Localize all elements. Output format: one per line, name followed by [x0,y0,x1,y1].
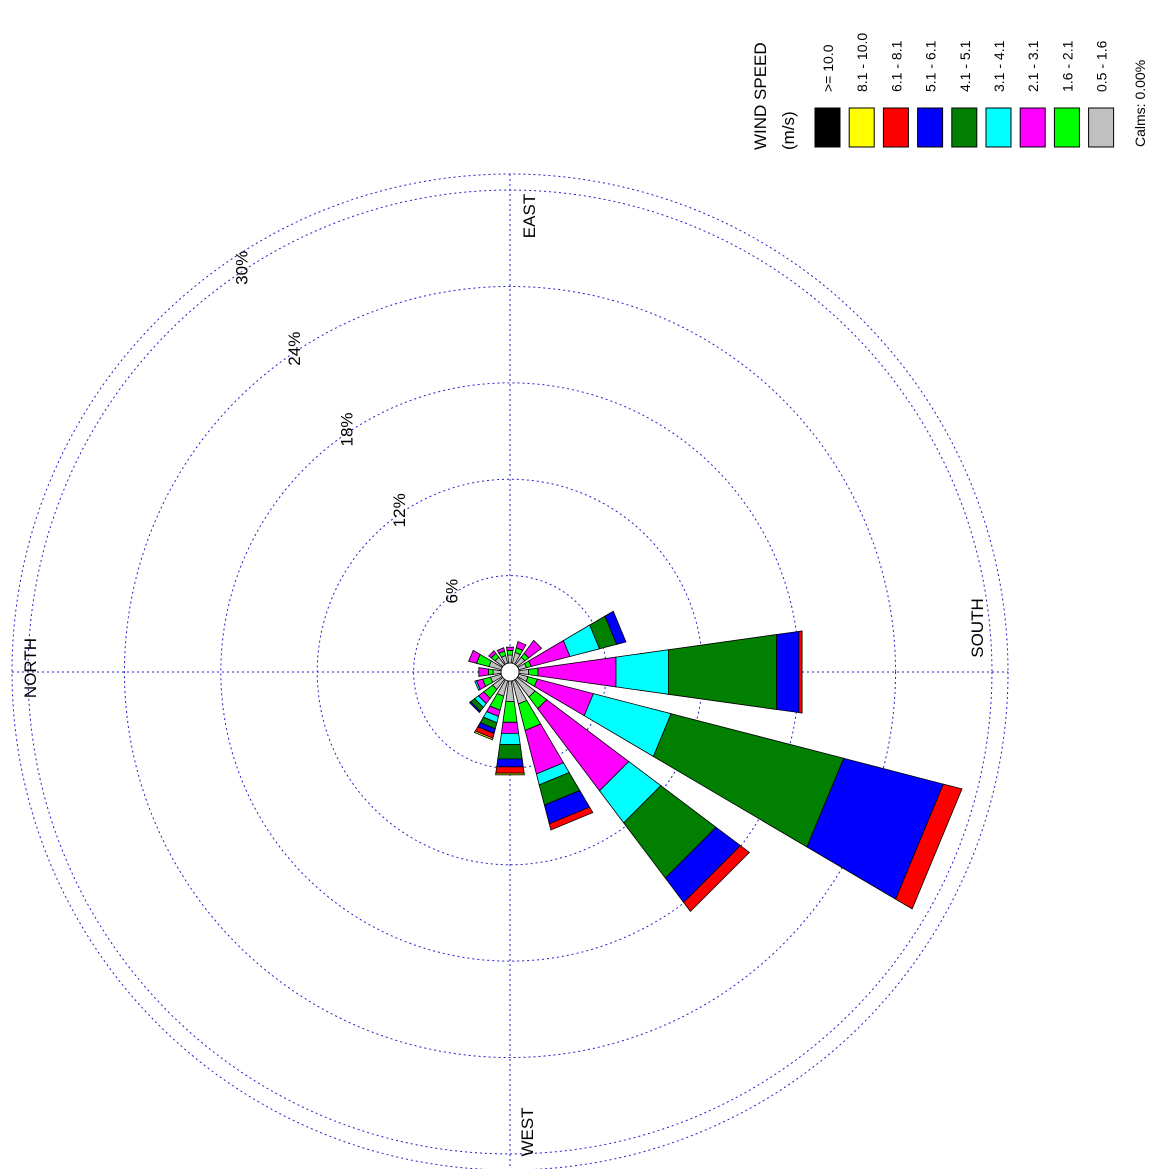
petal-s-6 [776,630,800,714]
petal-ne-6 [468,701,481,714]
center-hole [500,662,520,682]
legend-label-4: 5.1 - 6.1 [923,40,939,92]
ring-label-2: 12% [390,493,409,527]
legend-swatch-7 [1019,107,1046,148]
ring-label-5: 30% [233,251,252,285]
petal-ene-8 [473,730,494,741]
ring-labels: 6% 12% 18% 24% 30% [233,251,462,604]
legend-calms: Calms: 0.00% [1132,60,1148,147]
legend-swatch-5 [951,107,978,148]
petal-nw-3 [488,650,497,659]
ring-label-1: 6% [443,579,462,604]
petal-w-3 [506,646,514,651]
petal-wnw-3 [496,647,505,654]
petal-s-7 [798,630,803,714]
legend-label-5: 4.1 - 5.1 [957,40,973,92]
legend-units: (m/s) [779,111,798,150]
petal-wsw-3 [515,640,527,651]
petal-s-5 [668,634,777,710]
petal-e-5 [497,744,523,760]
legend-label-1: >= 10.0 [820,44,836,92]
petal-se-7 [683,845,751,913]
axis-lines [12,174,1008,1169]
petal-n-1 [492,669,502,675]
ring-4 [123,285,897,1059]
legend-swatch-9 [1088,107,1115,148]
legend-swatch-1 [814,107,841,148]
legend: WIND SPEED (m/s) >= 10.0 8.1 - 10.0 6.1 - … [751,33,1148,150]
petal-ese-7 [548,806,594,831]
petal-w-1 [507,654,513,664]
petal-s-1 [518,668,529,676]
legend-label-3: 6.1 - 8.1 [888,40,904,92]
legend-label-7: 2.1 - 3.1 [1025,40,1041,92]
petal-e-4 [499,733,521,745]
legend-swatch-4 [917,107,944,148]
legend-swatch-6 [985,107,1012,148]
legend-label-2: 8.1 - 10.0 [854,33,870,92]
compass-label-east: EAST [520,194,539,238]
petal-n-3 [478,667,489,677]
petal-e-3 [500,721,520,734]
petal-s-4 [615,649,669,695]
petal-e-2 [502,701,518,723]
ring-label-4: 24% [285,332,304,366]
compass-label-west: WEST [518,1107,537,1156]
legend-label-6: 3.1 - 4.1 [991,40,1007,92]
petal-e-7 [495,766,525,774]
petal-nne-4 [474,680,481,691]
legend-swatch-8 [1053,107,1080,148]
petal-n-2 [488,668,494,676]
petals [468,610,963,913]
legend-label-8: 1.6 - 2.1 [1059,40,1075,92]
petal-e-8 [495,772,525,776]
legend-title: WIND SPEED [751,42,770,150]
petal-nnw-3 [468,649,481,664]
petal-s-2 [528,667,539,677]
compass-label-north: NORTH [21,638,40,698]
compass-label-south: SOUTH [968,598,987,658]
ring-label-3: 18% [338,412,357,446]
legend-label-9: 0.5 - 1.6 [1094,40,1110,92]
petal-w-2 [506,650,514,656]
legend-swatch-2 [848,107,875,148]
petal-e-6 [496,758,524,768]
petal-ssw-6 [604,610,627,645]
petal-sw-3 [523,639,543,659]
petal-sse-7 [895,783,963,910]
legend-items: >= 10.0 8.1 - 10.0 6.1 - 8.1 5.1 - 6.1 4.1 -… [814,33,1115,148]
legend-swatch-3 [882,107,909,148]
